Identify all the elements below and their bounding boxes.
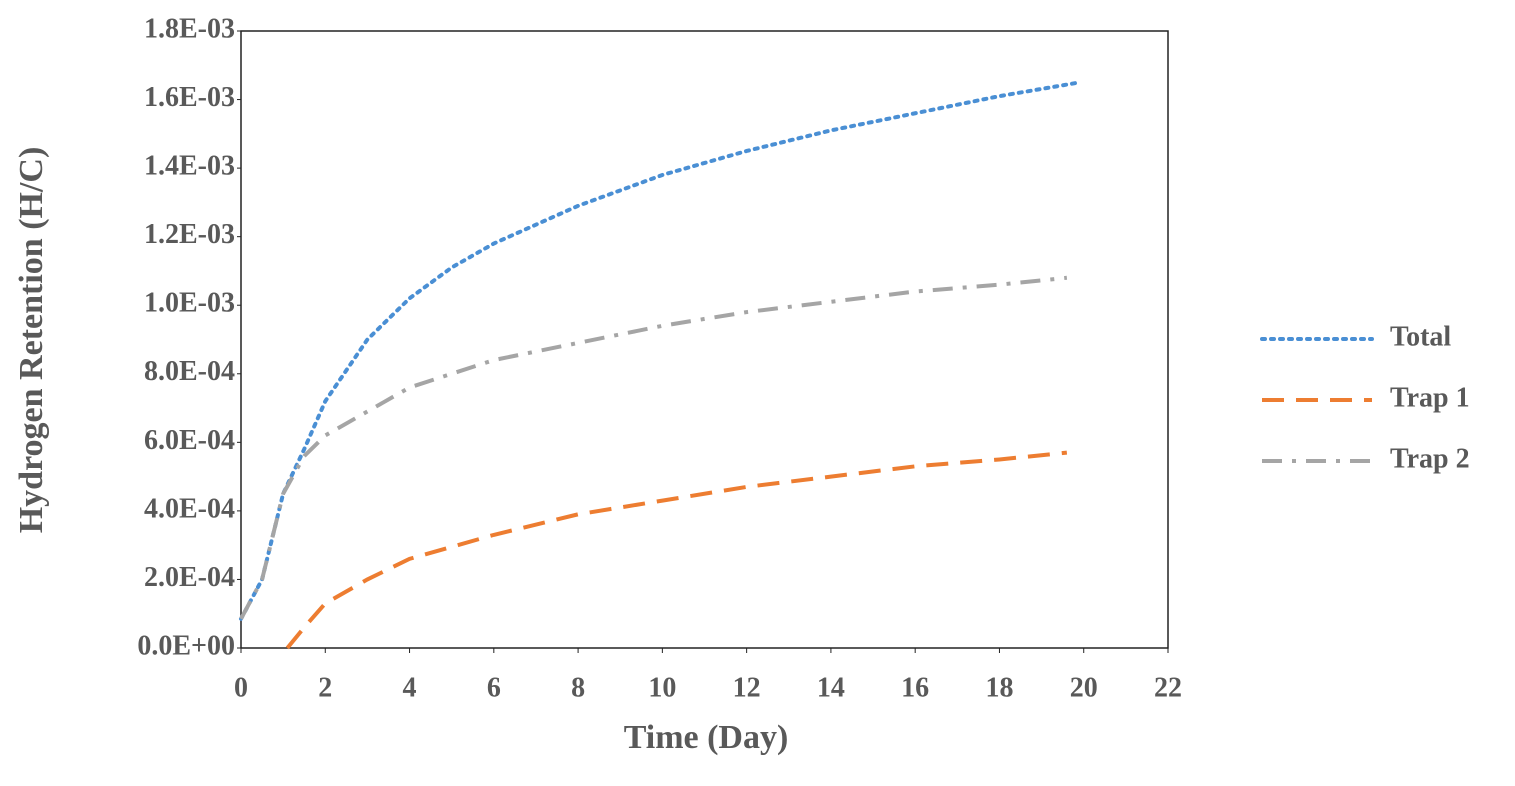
series-line — [239, 275, 1068, 620]
y-tick-label: 8.0E-04 — [144, 356, 235, 387]
y-tick-label: 1.8E-03 — [144, 13, 235, 44]
x-axis-label: Time (Day) — [624, 719, 789, 756]
x-tick-label: 6 — [487, 672, 501, 703]
y-tick-label: 1.0E-03 — [144, 288, 235, 319]
y-tick-label: 6.0E-04 — [144, 425, 235, 456]
y-tick-label: 1.4E-03 — [144, 151, 235, 182]
legend-label: Trap 1 — [1390, 382, 1470, 413]
x-tick-label: 8 — [571, 672, 585, 703]
x-tick-label: 22 — [1154, 672, 1182, 703]
x-tick-label: 2 — [318, 672, 332, 703]
x-tick-label: 20 — [1070, 672, 1098, 703]
plot-frame — [240, 30, 1169, 649]
x-tick-label: 14 — [817, 672, 845, 703]
x-tick-label: 16 — [901, 672, 929, 703]
y-tick-label: 2.0E-04 — [144, 562, 235, 593]
x-tick-label: 12 — [733, 672, 761, 703]
x-tick-label: 10 — [648, 672, 676, 703]
y-tick-label: 1.6E-03 — [144, 82, 235, 113]
y-tick-label: 4.0E-04 — [144, 493, 235, 524]
x-tick-label: 4 — [403, 672, 417, 703]
y-tick-label: 1.2E-03 — [144, 219, 235, 250]
x-tick-label: 0 — [234, 672, 248, 703]
legend-label: Trap 2 — [1390, 443, 1470, 474]
x-tick-label: 18 — [985, 672, 1013, 703]
y-tick-label: 0.0E+00 — [137, 630, 235, 661]
legend-label: Total — [1390, 321, 1451, 352]
y-axis-label: Hydrogen Retention (H/C) — [13, 147, 50, 534]
series-line — [285, 450, 1068, 650]
series-line — [239, 80, 1082, 621]
